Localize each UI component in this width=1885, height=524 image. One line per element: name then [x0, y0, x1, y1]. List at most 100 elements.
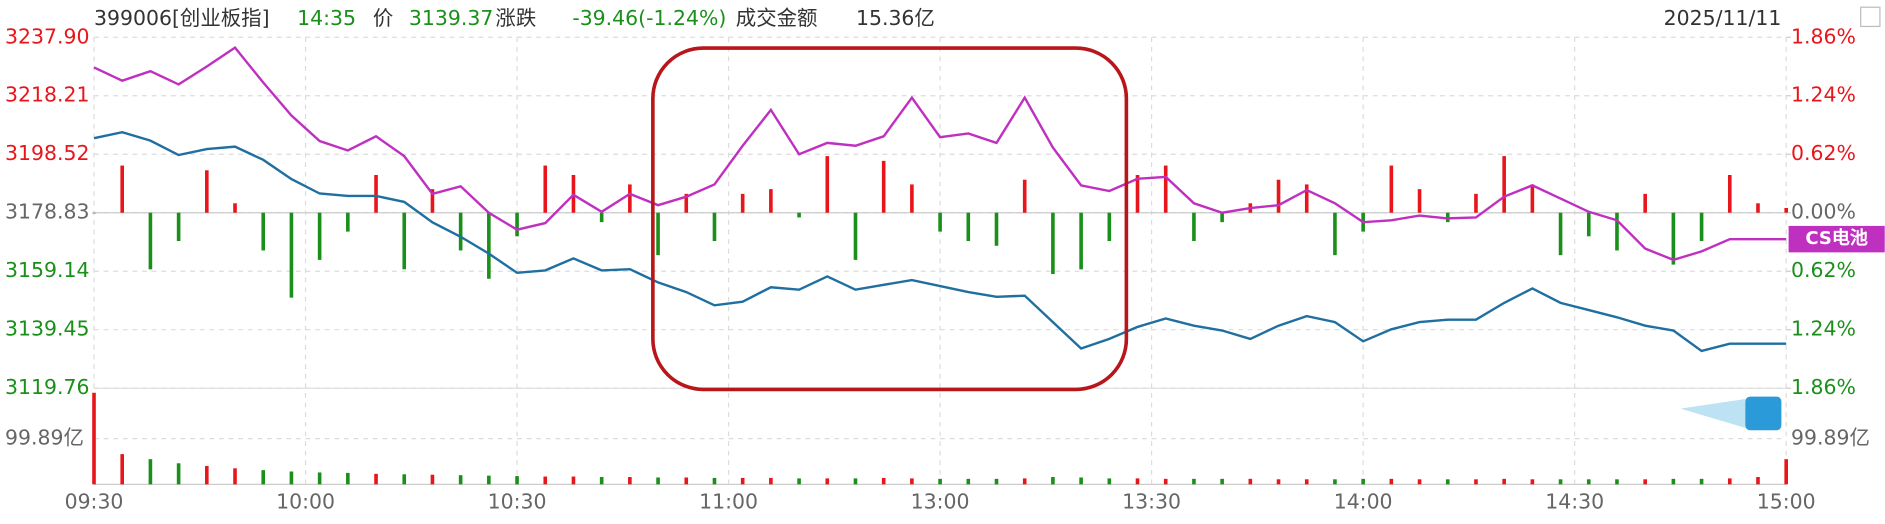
code: 399006[创业板指]: [94, 6, 270, 30]
breadth-bar: [1389, 165, 1394, 213]
volume-bar: [1248, 478, 1253, 485]
volume-bar: [1220, 478, 1224, 485]
volume-bar: [374, 473, 378, 485]
volume-bar: [317, 472, 322, 485]
volume-bar: [1276, 479, 1281, 485]
volume-bar: [684, 477, 689, 485]
volume-bar: [938, 478, 942, 485]
volume-bar: [1079, 477, 1083, 485]
breadth-bar: [1530, 184, 1535, 213]
breadth-bar: [487, 212, 491, 279]
y-tick-label: 3178.83: [5, 200, 89, 224]
volume-bar: [487, 475, 491, 485]
volume-bar: [148, 459, 153, 485]
volume-bar: [1502, 478, 1506, 485]
volume-bar: [910, 478, 914, 485]
breadth-bar: [233, 203, 237, 213]
breadth-bar: [1051, 212, 1055, 275]
breadth-bar: [1756, 203, 1760, 213]
breadth-bar: [740, 193, 745, 213]
wp-icon: [1860, 6, 1881, 28]
volume-bar: [1445, 479, 1450, 485]
breadth-bar: [1022, 179, 1027, 213]
volume-bar: [853, 478, 858, 485]
breadth-bar: [1079, 212, 1083, 270]
x-tick-label: 13:00: [911, 489, 970, 513]
series-line: [93, 46, 1787, 262]
change: -39.46(-1.24%): [572, 6, 726, 30]
breadth-bar: [966, 212, 971, 242]
volume-bar: [1192, 478, 1196, 485]
breadth-bar: [346, 212, 350, 232]
breadth-bar: [261, 212, 266, 251]
breadth-bar: [1107, 212, 1112, 242]
x-tick-label: 11:00: [699, 489, 758, 513]
volume-bar: [402, 474, 407, 485]
breadth-bar: [317, 212, 322, 260]
breadth-bar: [656, 212, 660, 256]
breadth-bar: [1643, 193, 1647, 213]
volume-bar: [515, 476, 519, 485]
breadth-bar: [148, 212, 153, 270]
change-label: 涨跌: [495, 6, 536, 30]
volume-bar: [289, 471, 294, 485]
volume-bar: [1022, 478, 1027, 485]
amount-label: 成交金额: [736, 6, 818, 30]
volume-bar: [881, 477, 886, 485]
breadth-bar: [1474, 193, 1478, 213]
volume-bar: [120, 454, 125, 485]
breadth-bar: [289, 212, 294, 298]
volume-bar: [994, 478, 999, 485]
breadth-bar: [1220, 212, 1224, 223]
breadth-bar: [1333, 212, 1337, 256]
y-tick-label: 3159.14: [5, 258, 89, 282]
y-tick-label: 3119.76: [5, 375, 89, 399]
volume-bar: [797, 478, 801, 485]
time: 14:35: [297, 6, 356, 30]
breadth-bar: [853, 212, 858, 260]
breadth-bar: [1276, 179, 1281, 213]
y2-tick-label: 1.24%: [1791, 83, 1856, 107]
volume-bar: [628, 477, 632, 485]
y-tick-label: 3237.90: [5, 24, 89, 48]
volume-bar: [458, 475, 463, 485]
x-tick-label: 14:30: [1545, 489, 1604, 513]
date: 2025/11/11: [1664, 6, 1782, 30]
volume-bar: [1784, 459, 1788, 485]
breadth-bar: [1304, 184, 1309, 213]
breadth-bar: [1699, 212, 1704, 242]
breadth-bar: [92, 212, 96, 214]
y2-tick-label: 1.86%: [1791, 24, 1856, 48]
highlight-box: [651, 46, 1129, 392]
breadth-bar: [938, 212, 942, 232]
x-tick-label: 15:00: [1757, 489, 1816, 513]
volume-bar: [769, 477, 773, 485]
decor-icon: [1745, 396, 1782, 431]
volume-bar: [1615, 479, 1619, 485]
volume-bar: [543, 476, 548, 485]
volume-bar: [1333, 479, 1337, 485]
volume-bar: [1107, 478, 1112, 485]
breadth-bar: [1558, 212, 1563, 256]
breadth-bar: [1163, 165, 1168, 213]
breadth-bar: [120, 165, 125, 213]
series-line: [93, 130, 1787, 353]
y2-tick-label: 0.62%: [1791, 141, 1856, 165]
x-tick-label: 10:30: [488, 489, 547, 513]
breadth-bar: [881, 160, 886, 213]
volume-bar: [966, 478, 971, 485]
y-tick-label: 3218.21: [5, 83, 89, 107]
volume-bar: [92, 392, 96, 485]
breadth-bar: [994, 212, 999, 246]
breadth-bar: [712, 212, 717, 242]
x-tick-label: 14:00: [1334, 489, 1393, 513]
volume-bar: [1671, 478, 1676, 485]
y-tick-label: 3198.52: [5, 141, 89, 165]
breadth-bar: [1192, 212, 1196, 242]
volume-bar: [1389, 478, 1394, 485]
legend-badge: [1788, 225, 1885, 253]
y2-tick-label: 0.62%: [1791, 258, 1856, 282]
volume-bar: [1361, 478, 1365, 485]
volume-bar: [1304, 479, 1309, 485]
